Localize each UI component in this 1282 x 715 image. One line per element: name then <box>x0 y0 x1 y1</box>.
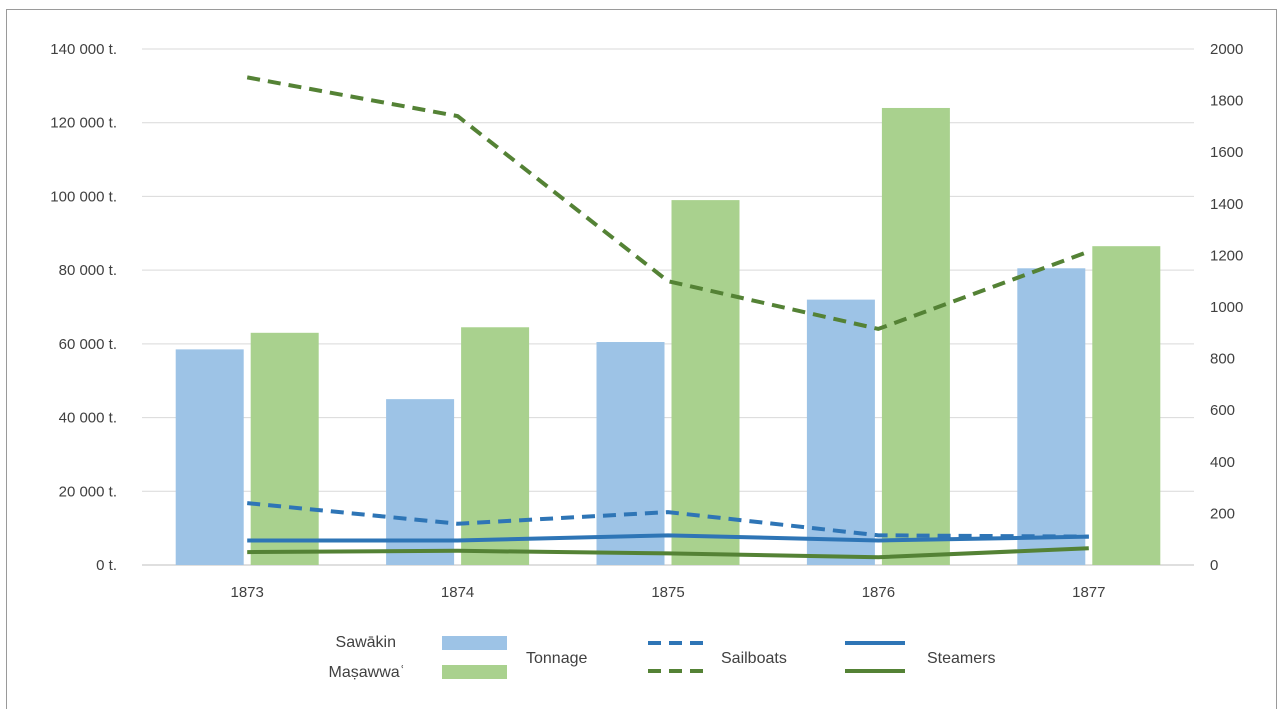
bar-sawakin-tonnage <box>806 299 875 565</box>
line-sawakin-sailboats <box>247 501 1089 539</box>
bar-masawwa-tonnage <box>1092 246 1161 565</box>
legend-port-masawwa: Maṣawwaʿ <box>329 664 405 681</box>
chart-frame: 0 t. 20 000 t. 40 000 t. 60 000 t. 80 000 t.… <box>6 9 1277 709</box>
left-axis-tick-label: 100 000 t. <box>50 188 117 205</box>
legend-label-tonnage: Tonnage <box>526 650 587 667</box>
right-axis-tick-label: 1000 <box>1210 299 1243 316</box>
x-axis-tick-label: 1874 <box>441 584 474 601</box>
legend-port-sawakin: Sawākin <box>336 634 396 651</box>
bar-sawakin-tonnage <box>175 349 244 565</box>
bar-masawwa-tonnage <box>461 327 530 565</box>
bar-sawakin-tonnage <box>386 399 455 565</box>
right-axis-tick-label: 800 <box>1210 351 1235 368</box>
x-axis-tick-label: 1875 <box>651 584 684 601</box>
right-axis-tick-label: 1600 <box>1210 144 1243 161</box>
right-axis-tick-label: 1800 <box>1210 93 1243 110</box>
legend: Sawākin Maṣawwaʿ Tonnage Sailboats Steam… <box>329 634 996 681</box>
bar-masawwa-tonnage <box>250 332 319 565</box>
x-axis-tick-label: 1873 <box>231 584 264 601</box>
left-axis-tick-label: 20 000 t. <box>59 483 117 500</box>
right-axis-tick-label: 1400 <box>1210 196 1243 213</box>
chart: 0 t. 20 000 t. 40 000 t. 60 000 t. 80 000 t.… <box>50 41 1243 681</box>
right-axis-tick-label: 400 <box>1210 454 1235 471</box>
x-axis-tick-label: 1876 <box>862 584 895 601</box>
legend-label-steamers: Steamers <box>927 650 995 667</box>
legend-swatch-sawakin-tonnage <box>442 636 507 650</box>
left-axis-tick-label: 60 000 t. <box>59 336 117 353</box>
bar-masawwa-tonnage <box>881 107 950 565</box>
bars <box>175 107 1161 565</box>
legend-swatch-masawwa-tonnage <box>442 665 507 679</box>
x-axis-tick-label: 1877 <box>1072 584 1105 601</box>
right-axis-tick-label: 2000 <box>1210 41 1243 58</box>
line-masawwa-sailboats <box>246 75 1090 331</box>
right-axis-tick-label: 200 <box>1210 505 1235 522</box>
right-axis-tick-label: 0 <box>1210 557 1218 574</box>
left-axis-tick-label: 80 000 t. <box>59 262 117 279</box>
right-axis-tick-label: 1200 <box>1210 247 1243 264</box>
bar-masawwa-tonnage <box>671 200 740 565</box>
legend-label-sailboats: Sailboats <box>721 650 787 667</box>
right-axis-ticks: 0 200 400 600 800 1000 1200 1400 1600 1800 2000 <box>1210 41 1243 574</box>
left-axis-tick-label: 40 000 t. <box>59 410 117 427</box>
line-masawwa-steamers <box>247 546 1089 560</box>
right-axis-tick-label: 600 <box>1210 402 1235 419</box>
x-axis-ticks: 1873 1874 1875 1876 1877 <box>231 584 1106 601</box>
series-lines <box>246 75 1090 560</box>
left-axis-ticks: 0 t. 20 000 t. 40 000 t. 60 000 t. 80 000 t.… <box>50 41 117 574</box>
line-sawakin-steamers <box>247 533 1089 543</box>
bar-sawakin-tonnage <box>1017 268 1086 565</box>
left-axis-tick-label: 140 000 t. <box>50 41 117 58</box>
left-axis-tick-label: 120 000 t. <box>50 115 117 132</box>
bar-sawakin-tonnage <box>596 342 665 565</box>
left-axis-tick-label: 0 t. <box>96 557 117 574</box>
